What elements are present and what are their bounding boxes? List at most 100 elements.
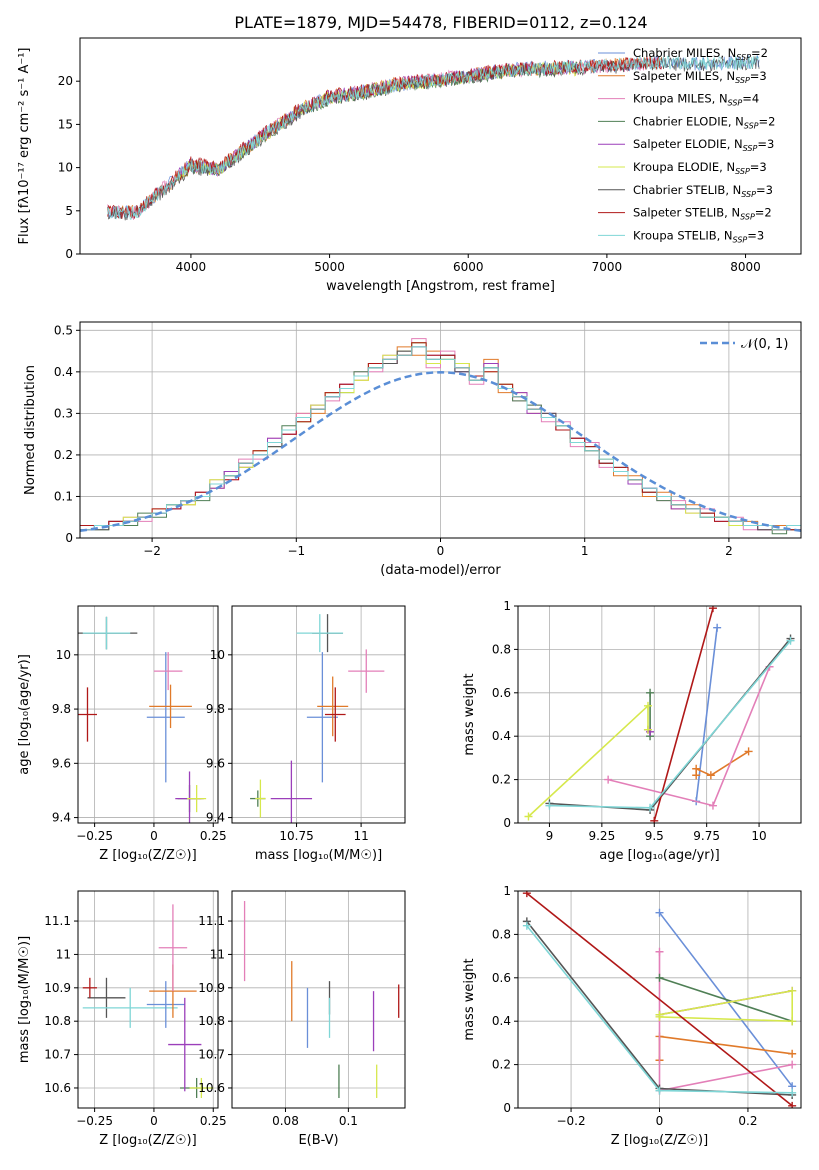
y-tick-label: 10.6	[198, 1081, 225, 1095]
mass-weight-line	[659, 989, 794, 1023]
y-tick-label: 10.6	[44, 1081, 71, 1095]
plus-marker	[786, 636, 795, 645]
x-tick-label: 0.25	[200, 1114, 227, 1128]
x-axis-label: wavelength [Angstrom, rest frame]	[326, 279, 555, 294]
y-tick-label: 0	[503, 1101, 511, 1115]
y-tick-label: 9.4	[206, 811, 225, 825]
legend-label: Chabrier ELODIE, NSSP=2	[633, 114, 775, 130]
plus-marker	[788, 1017, 797, 1026]
errorbar-point	[324, 687, 346, 742]
panel-5: 9 9.25 9.5 9.75 10 0 0.2 0.4 0.6 0.8 1 age [log₁₀(a…	[462, 599, 802, 863]
plus-marker	[650, 816, 659, 823]
x-tick-label: 10.75	[279, 829, 313, 843]
x-tick-label: 6000	[453, 260, 484, 274]
y-tick-label: 10.7	[198, 1048, 225, 1062]
y-tick-label: 15	[58, 117, 73, 131]
panel-3: −0.25 0 0.25 9.4 9.6 9.8 10 Z [log₁₀(Z/Z☉)] age …	[17, 605, 227, 863]
plus-marker	[522, 921, 531, 930]
y-tick-label: 11	[56, 947, 71, 961]
y-tick-label: 1	[503, 884, 511, 898]
plot-area	[524, 606, 795, 823]
errorbar-point	[187, 785, 207, 813]
y-tick-label: 0.6	[492, 686, 511, 700]
x-axis-label: age [log₁₀(age/yr)]	[599, 848, 720, 863]
legend-label: Kroupa ELODIE, NSSP=3	[633, 160, 767, 176]
errorbar-point	[149, 684, 192, 729]
y-tick-label: 1	[503, 599, 511, 613]
plus-marker	[788, 1049, 797, 1058]
errorbar-point	[146, 652, 185, 783]
y-tick-label: 9.8	[206, 702, 225, 716]
x-tick-label: −0.25	[76, 1114, 113, 1128]
plus-marker	[655, 1012, 664, 1021]
plus-marker	[692, 764, 701, 773]
panel-7: 0.08 0.1 10.6 10.7 10.8 10.9 11 11.1 E(B-V)	[198, 890, 406, 1148]
mass-weight-line	[695, 750, 750, 777]
axes-frame	[231, 605, 406, 824]
plus-marker	[655, 973, 664, 982]
y-axis-label: Flux [fλ10⁻¹⁷ erg cm⁻² s⁻¹ A⁻¹]	[17, 48, 32, 245]
y-tick-label: 0.8	[492, 642, 511, 656]
plus-marker	[788, 1088, 797, 1097]
legend-label: Salpeter STELIB, NSSP=2	[633, 206, 772, 222]
plus-marker	[655, 1086, 664, 1095]
errorbar-point	[296, 614, 344, 653]
plot-area	[82, 904, 214, 1098]
plus-marker	[708, 606, 717, 613]
y-axis-label: mass [log₁₀(M/M☉)]	[17, 936, 32, 1063]
y-tick-label: 0.2	[492, 1058, 511, 1072]
errorbar-point	[78, 687, 97, 742]
plus-marker	[708, 801, 717, 810]
y-tick-label: 5	[65, 204, 73, 218]
y-tick-label: 0	[503, 816, 511, 830]
y-tick-label: 0.8	[492, 927, 511, 941]
errorbar-point	[168, 997, 202, 1092]
legend-label: Chabrier STELIB, NSSP=3	[633, 183, 773, 199]
errorbar-point	[317, 676, 349, 737]
x-tick-label: −2	[143, 544, 161, 558]
axes-frame	[231, 890, 406, 1109]
legend-label: Chabrier MILES, NSSP=2	[633, 46, 768, 62]
errorbar-point	[146, 981, 185, 1028]
errorbar-point	[255, 779, 266, 818]
x-tick-label: 0	[150, 1114, 158, 1128]
plus-marker	[788, 986, 797, 995]
x-tick-label: 9.5	[645, 829, 664, 843]
y-tick-label: 10.9	[198, 981, 225, 995]
y-tick-label: 0.3	[54, 406, 73, 420]
y-tick-label: 9.4	[52, 811, 71, 825]
y-axis-label: age [log₁₀(age/yr)]	[17, 654, 32, 775]
panel-2: −2 −1 0 1 2 0 0.1 0.2 0.3 0.4 0.5 (data-model)/erro…	[23, 321, 802, 578]
y-tick-label: 10.7	[44, 1048, 71, 1062]
y-tick-label: 20	[58, 74, 73, 88]
x-tick-label: 0.1	[339, 1114, 358, 1128]
plus-marker	[643, 701, 652, 710]
panel-1: 4000 5000 6000 7000 8000 0 5 10 15 20 wavelength […	[17, 37, 802, 294]
plus-marker	[646, 688, 655, 697]
x-tick-label: −1	[287, 544, 305, 558]
y-tick-label: 10	[58, 161, 73, 175]
mass-weight-line	[659, 977, 793, 1022]
spectrum-line	[176, 61, 578, 182]
panel-6: −0.25 0 0.25 10.6 10.7 10.8 10.9 11 11.1 Z [log₁₀…	[17, 890, 227, 1148]
legend-label: 𝒩(0, 1)	[741, 337, 788, 352]
errorbar-point	[270, 760, 313, 823]
y-tick-label: 10	[56, 648, 71, 662]
x-tick-label: 0	[150, 829, 158, 843]
x-tick-label: 11	[353, 829, 368, 843]
axes-frame	[79, 37, 802, 255]
spectrum-line	[107, 55, 663, 218]
x-axis-label: mass [log₁₀(M/M☉)]	[255, 848, 382, 863]
axes-frame	[77, 890, 219, 1109]
errorbar-point	[82, 987, 178, 1028]
mass-weight-line	[653, 607, 714, 822]
legend-label: Kroupa STELIB, NSSP=3	[633, 228, 764, 244]
axes-frame	[77, 605, 219, 824]
normal-curve	[80, 371, 801, 532]
y-tick-label: 11	[210, 947, 225, 961]
x-tick-label: 2	[725, 544, 733, 558]
plus-marker	[788, 1101, 797, 1108]
x-tick-label: 1	[581, 544, 589, 558]
x-tick-label: 8000	[730, 260, 761, 274]
y-tick-label: 0.4	[492, 1014, 511, 1028]
